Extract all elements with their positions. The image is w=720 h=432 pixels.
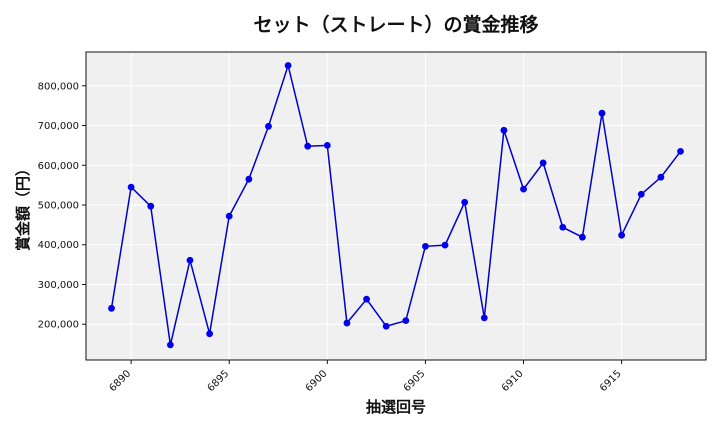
data-point [539,159,547,167]
y-tick-label: 300,000 [38,280,79,291]
data-point [343,319,351,327]
data-point [637,190,645,198]
data-point [127,183,135,191]
data-point [186,256,194,264]
data-point [677,147,684,155]
chart-title: セット（ストレート）の賞金推移 [253,13,538,36]
data-point [363,295,370,303]
y-tick-label: 700,000 [38,121,79,132]
data-point [618,231,626,239]
grid-lines [86,52,706,360]
data-point [245,175,253,183]
series-group [108,62,684,349]
plot-frame [85,51,707,361]
x-tick-label: 6905 [402,368,428,394]
y-tick-label: 200,000 [38,320,79,331]
x-axis-label: 抽選回号 [366,398,426,416]
data-point [265,122,272,130]
y-axis-label: 賞金額（円） [14,161,32,251]
data-point [598,109,606,117]
x-tick-label: 6895 [206,368,232,394]
data-point [206,330,214,338]
data-point [304,142,312,150]
data-point [147,202,155,210]
data-point [500,126,508,134]
plot-area [86,52,706,360]
y-tick-label: 400,000 [38,240,79,251]
y-tick-label: 800,000 [38,81,79,92]
x-tick-label: 6915 [598,368,624,394]
data-point [441,241,449,249]
data-point [284,62,292,69]
data-point [657,173,665,181]
data-point [578,233,586,241]
x-tick-label: 6900 [304,368,330,394]
series-line [110,62,682,346]
data-point [382,322,390,330]
data-point [480,314,488,322]
data-point [520,185,527,193]
data-point [461,198,469,206]
y-tick-label: 600,000 [38,161,79,172]
data-point [422,242,429,250]
data-point [225,212,233,220]
data-point [166,341,174,349]
data-point [108,304,115,312]
data-point [559,223,567,231]
x-tick-label: 6890 [107,368,133,394]
y-tick-label: 500,000 [38,201,79,212]
x-tick-label: 6910 [500,368,526,394]
data-point [402,317,410,325]
data-point [323,141,331,149]
